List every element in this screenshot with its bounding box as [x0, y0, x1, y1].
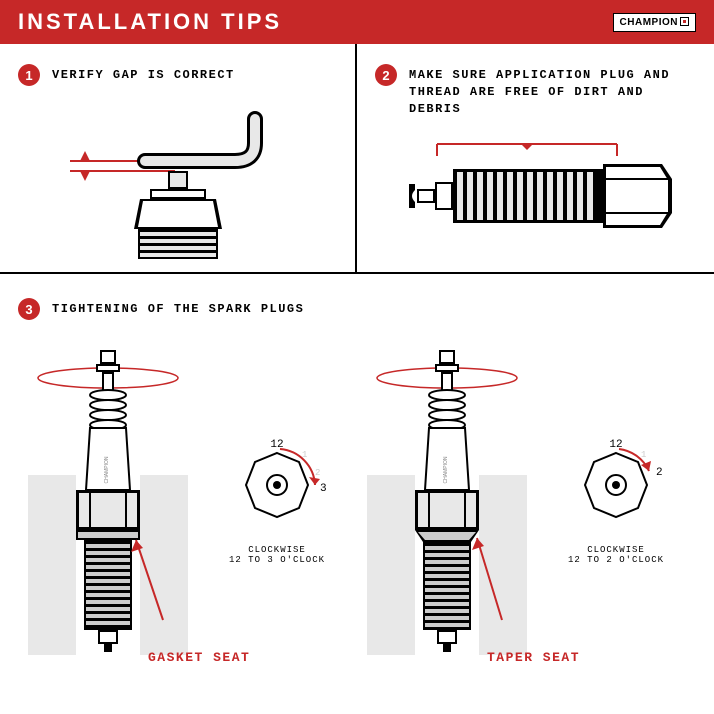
gasket-dial-label-2: 12 TO 3 O'CLOCK: [222, 555, 332, 565]
taper-dial-label-1: CLOCKWISE: [561, 545, 671, 555]
dial-12: 12: [270, 439, 283, 451]
step-1-badge: 1: [18, 64, 40, 86]
step-3-badge: 3: [18, 298, 40, 320]
svg-text:1: 1: [302, 450, 307, 460]
svg-text:12: 12: [609, 439, 622, 451]
taper-seat-column: CHAMPION: [357, 340, 696, 690]
logo-accent-icon: [680, 17, 689, 26]
step-1-header: 1 VERIFY GAP IS CORRECT: [18, 64, 337, 86]
top-panels: 1 VERIFY GAP IS CORRECT: [0, 44, 714, 274]
svg-text:CHAMPION: CHAMPION: [443, 456, 449, 483]
svg-text:1: 1: [641, 450, 646, 460]
thread-diagram: [367, 114, 697, 264]
svg-text:3: 3: [320, 483, 327, 495]
gasket-seat-column: CHAMPION: [18, 340, 357, 690]
step-1-text: VERIFY GAP IS CORRECT: [52, 64, 235, 84]
gasket-plug-icon: CHAMPION: [18, 340, 218, 680]
gasket-seat-label: GASKET SEAT: [148, 650, 250, 665]
header-bar: INSTALLATION TIPS CHAMPION: [0, 0, 714, 44]
step-2-badge: 2: [375, 64, 397, 86]
gasket-dial-label-1: CLOCKWISE: [222, 545, 332, 555]
svg-text:CHAMPION: CHAMPION: [104, 456, 110, 483]
tightening-diagrams: CHAMPION: [18, 340, 696, 690]
gap-diagram: [10, 99, 340, 259]
taper-dial-label-2: 12 TO 2 O'CLOCK: [561, 555, 671, 565]
brand-logo: CHAMPION: [613, 13, 696, 32]
panel-step-3: 3 TIGHTENING OF THE SPARK PLUGS: [0, 274, 714, 714]
logo-text: CHAMPION: [620, 17, 678, 28]
step-3-text: TIGHTENING OF THE SPARK PLUGS: [52, 298, 304, 318]
taper-seat-label: TAPER SEAT: [487, 650, 580, 665]
page-title: INSTALLATION TIPS: [18, 9, 282, 35]
panel-step-1: 1 VERIFY GAP IS CORRECT: [0, 44, 357, 272]
step-2-header: 2 MAKE SURE APPLICATION PLUG AND THREAD …: [375, 64, 696, 117]
taper-dial: 12 1 2 CLOCKWISE 12 TO 2 O'CLOCK: [561, 435, 671, 565]
svg-text:2: 2: [315, 468, 320, 478]
gasket-dial: 12 1 2 3 CLOCKWISE 12 TO 3 O'CLOCK: [222, 435, 332, 565]
step-3-header: 3 TIGHTENING OF THE SPARK PLUGS: [18, 298, 696, 320]
gasket-dial-icon: 12 1 2 3: [222, 435, 332, 545]
taper-plug-icon: CHAMPION: [357, 340, 557, 680]
taper-dial-icon: 12 1 2: [561, 435, 671, 545]
svg-text:2: 2: [656, 467, 663, 479]
panel-step-2: 2 MAKE SURE APPLICATION PLUG AND THREAD …: [357, 44, 714, 272]
step-2-text: MAKE SURE APPLICATION PLUG AND THREAD AR…: [409, 64, 696, 117]
